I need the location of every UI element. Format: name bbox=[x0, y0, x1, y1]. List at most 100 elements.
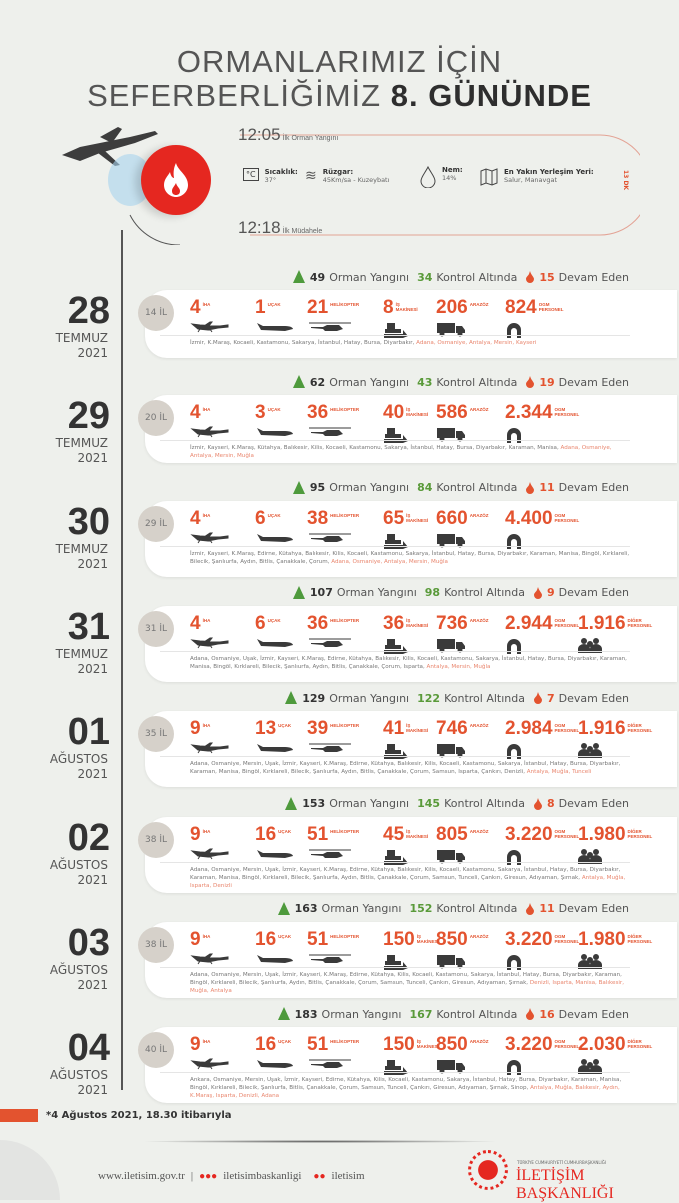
date-month: AĞUSTOS bbox=[49, 1068, 108, 1083]
stat-ogm: 3.220 OGM PERSONEL bbox=[505, 1035, 581, 1076]
stat-arazoz: 660 ARAZÖZ bbox=[436, 508, 488, 548]
stat-is: 8 İŞ MAKİNESİ bbox=[383, 298, 422, 339]
map-icon bbox=[480, 168, 498, 186]
stat-is: 41 İŞ MAKİNESİ bbox=[383, 719, 432, 760]
stat-helikopter: 36 HELİKOPTER bbox=[307, 613, 359, 649]
first-fire-time: 12:05 İlk Orman Yangını bbox=[238, 125, 339, 144]
date-day: 03 bbox=[67, 921, 110, 964]
tree-icon bbox=[277, 1007, 290, 1021]
stat-helikopter: 39 HELİKOPTER bbox=[307, 719, 359, 754]
province-count-badge: 38 İL bbox=[138, 821, 174, 858]
people-group-icon bbox=[578, 1059, 602, 1075]
wind-icon: ≋ bbox=[305, 168, 317, 184]
bulldozer-icon bbox=[384, 849, 408, 865]
active-provinces: Antalya, Mersin, Muğla bbox=[424, 663, 491, 670]
personnel-icon bbox=[507, 323, 521, 338]
stat-helikopter: 51 HELİKOPTER bbox=[307, 929, 359, 965]
footer-links: www.iletisim.gov.tr | ●●● iletisimbaskan… bbox=[98, 1170, 365, 1182]
date-day: 28 bbox=[67, 290, 110, 332]
stat-ucak: 3 UÇAK bbox=[255, 403, 295, 438]
social-handle-2[interactable]: iletisim bbox=[331, 1170, 365, 1182]
twitter-instagram-icons[interactable]: ●● bbox=[313, 1170, 326, 1182]
stat-iha: 9 İHA bbox=[190, 1035, 230, 1070]
daily-summary: 49 Orman Yangını 34 Kontrol Altında 15 Deva… bbox=[292, 270, 629, 284]
tree-icon bbox=[292, 270, 305, 283]
temperature-info: °C Sıcaklık: 37° bbox=[243, 168, 298, 184]
fire-icon bbox=[164, 163, 188, 197]
province-list: Ankara, Osmaniye, Mersin, Uşak, İzmir, K… bbox=[190, 1077, 622, 1100]
daily-summary: 183 Orman Yangını 167 Kontrol Altında 16 De… bbox=[277, 1007, 629, 1021]
tree-icon bbox=[292, 375, 305, 389]
helicopter-icon bbox=[309, 427, 351, 437]
province-list: Adana, Osmaniye, Mersin, Uşak, İzmir, Ka… bbox=[190, 761, 621, 776]
province-count-badge: 14 İL bbox=[138, 295, 174, 331]
bulldozer-icon bbox=[384, 954, 408, 970]
stat-ogm: 3.220 OGM PERSONEL bbox=[505, 824, 581, 866]
org-small-name: TÜRKİYE CUMHURİYETİ CUMHURBAŞKANLIĞI bbox=[517, 1160, 607, 1165]
organization-logo bbox=[468, 1150, 508, 1190]
stat-helikopter: 51 HELİKOPTER bbox=[307, 824, 359, 860]
date-month: AĞUSTOS bbox=[49, 752, 108, 767]
bulldozer-icon bbox=[384, 1060, 408, 1076]
people-group-icon bbox=[578, 953, 602, 969]
date-year: 2021 bbox=[77, 872, 108, 887]
stat-ogm: 4.400 OGM PERSONEL bbox=[505, 508, 581, 550]
stat-ucak: 16 UÇAK bbox=[255, 929, 295, 965]
divider bbox=[160, 1072, 630, 1074]
helicopter-icon bbox=[309, 638, 351, 647]
province-count-badge: 20 İL bbox=[138, 400, 174, 437]
stat-ogm: 2.344 OGM PERSONEL bbox=[505, 403, 581, 444]
duration-label: 13 DK bbox=[622, 170, 629, 191]
divider bbox=[160, 440, 630, 442]
timeline-line bbox=[121, 230, 123, 1090]
stat-arazoz: 850 ARAZÖZ bbox=[436, 929, 488, 969]
stat-arazoz: 746 ARAZÖZ bbox=[436, 719, 488, 758]
stat-arazoz: 850 ARAZÖZ bbox=[436, 1035, 488, 1074]
date-year: 2021 bbox=[77, 346, 108, 360]
personnel-icon bbox=[507, 744, 521, 760]
separator: | bbox=[190, 1170, 194, 1182]
drone-icon bbox=[190, 742, 229, 754]
fire-icon bbox=[533, 797, 542, 810]
facebook-youtube-linkedin-icons[interactable]: ●●● bbox=[199, 1170, 218, 1182]
province-list: Adana, Osmaniye, Mersin, Uşak, İzmir, Ka… bbox=[190, 971, 624, 994]
divider bbox=[160, 545, 630, 547]
plane-icon bbox=[257, 849, 293, 858]
stat-arazoz: 586 ARAZÖZ bbox=[436, 403, 488, 442]
daily-summary: 163 Orman Yangını 152 Kontrol Altında 11 De… bbox=[277, 901, 629, 916]
personnel-icon bbox=[507, 954, 521, 970]
helicopter-icon bbox=[309, 322, 351, 331]
stat-iha: 9 İHA bbox=[190, 719, 230, 754]
date-day: 01 bbox=[67, 711, 110, 754]
date-day: 04 bbox=[67, 1027, 110, 1070]
stat-iha: 4 İHA bbox=[190, 508, 230, 544]
drone-icon bbox=[190, 321, 229, 333]
stat-helikopter: 51 HELİKOPTER bbox=[307, 1035, 359, 1070]
helicopter-icon bbox=[309, 533, 351, 542]
province-count-badge: 31 İL bbox=[138, 610, 174, 647]
date-month: TEMMUZ bbox=[55, 646, 108, 661]
stat-ucak: 16 UÇAK bbox=[255, 1035, 295, 1070]
divider bbox=[160, 756, 630, 758]
fire-icon bbox=[533, 586, 542, 599]
helicopter-icon bbox=[309, 849, 351, 858]
bulldozer-icon bbox=[384, 638, 408, 654]
thermometer-icon: °C bbox=[243, 168, 259, 181]
social-handle-1[interactable]: iletisimbaskanligi bbox=[223, 1170, 302, 1182]
province-list: Adana, Osmaniye, Uşak, İzmir, Kayseri, K… bbox=[190, 655, 627, 670]
note-marker bbox=[0, 1109, 38, 1122]
fire-icon bbox=[526, 271, 535, 283]
helicopter-icon bbox=[309, 954, 351, 963]
stat-ogm: 2.984 OGM PERSONEL bbox=[505, 719, 581, 760]
footnote: *4 Ağustos 2021, 18.30 itibarıyla bbox=[46, 1110, 232, 1121]
stat-arazoz: 206 ARAZÖZ bbox=[436, 298, 488, 337]
plane-icon bbox=[257, 638, 293, 647]
stat-iha: 9 İHA bbox=[190, 929, 230, 965]
website-link[interactable]: www.iletisim.gov.tr bbox=[98, 1170, 185, 1182]
day-card bbox=[145, 500, 677, 577]
bulldozer-icon bbox=[384, 744, 408, 760]
drone-icon bbox=[190, 532, 229, 543]
first-event-graphic bbox=[62, 127, 640, 245]
stat-ogm: 824 OGM PERSONEL bbox=[505, 298, 565, 339]
tree-icon bbox=[285, 691, 298, 705]
